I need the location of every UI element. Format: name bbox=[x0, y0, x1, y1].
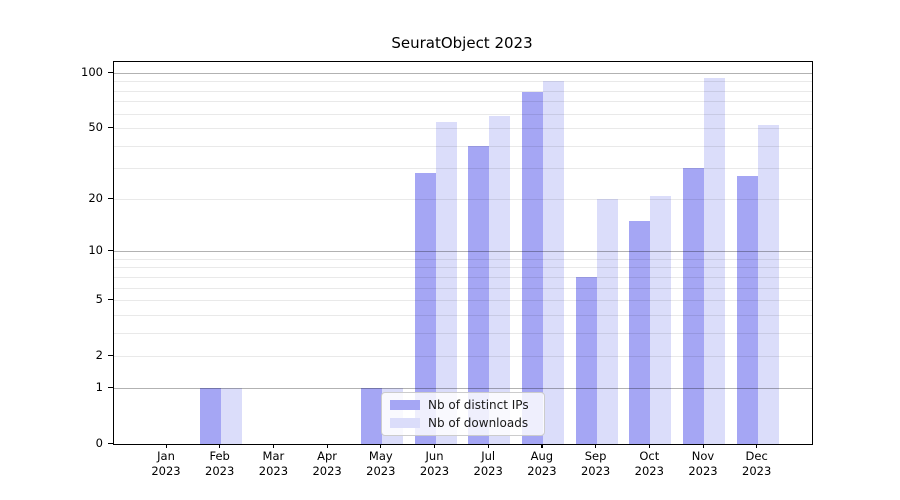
y-tick-label-100: 100 bbox=[81, 65, 103, 79]
gridline-y-4 bbox=[114, 314, 812, 316]
gridline-y-5 bbox=[114, 300, 812, 301]
x-tick-label-aug: Aug 2023 bbox=[527, 449, 557, 478]
gridline-y-8 bbox=[114, 267, 812, 269]
x-tick-label-may: May 2023 bbox=[366, 449, 396, 478]
x-tick-mark-jun bbox=[434, 444, 436, 448]
gridline-y-80 bbox=[114, 90, 812, 92]
y-tick-label-0: 0 bbox=[95, 436, 103, 450]
bar-downloads-nov bbox=[704, 77, 725, 444]
x-tick-mark-mar bbox=[272, 444, 275, 448]
x-tick-mark-feb bbox=[219, 444, 221, 448]
bar-distinct-ips-jul bbox=[468, 145, 490, 444]
x-tick-label-apr: Apr 2023 bbox=[312, 449, 342, 478]
y-tick-label-1: 1 bbox=[95, 380, 103, 395]
gridline-y-90 bbox=[114, 81, 812, 83]
bar-downloads-feb bbox=[220, 388, 242, 444]
bar-distinct-ips-dec bbox=[736, 176, 758, 444]
legend-swatch-downloads bbox=[390, 418, 420, 428]
y-tick-label-5: 5 bbox=[95, 292, 103, 306]
y-tick-mark-0 bbox=[108, 443, 113, 445]
bar-distinct-ips-nov bbox=[683, 167, 704, 444]
x-tick-mark-oct bbox=[648, 444, 650, 448]
legend: Nb of distinct IPs Nb of downloads bbox=[381, 392, 545, 436]
legend-label-distinct-ips: Nb of distinct IPs bbox=[428, 398, 529, 412]
bar-distinct-ips-sep bbox=[575, 276, 597, 444]
x-tick-mark-dec bbox=[756, 444, 758, 448]
x-tick-mark-aug bbox=[541, 444, 543, 448]
bar-distinct-ips-oct bbox=[629, 221, 651, 444]
x-tick-label-sep: Sep 2023 bbox=[580, 449, 611, 478]
gridline-y-10 bbox=[114, 251, 812, 253]
y-tick-mark-2 bbox=[108, 354, 113, 356]
bar-downloads-dec bbox=[757, 124, 779, 444]
x-tick-mark-sep bbox=[595, 444, 597, 448]
gridline-y-40 bbox=[114, 145, 812, 147]
bar-distinct-ips-aug bbox=[521, 91, 543, 444]
y-tick-mark-10 bbox=[108, 250, 113, 252]
gridline-y-20 bbox=[114, 199, 812, 201]
y-tick-label-50: 50 bbox=[88, 119, 103, 134]
gridline-y-3 bbox=[114, 332, 812, 334]
y-tick-mark-50 bbox=[108, 126, 113, 129]
x-tick-label-nov: Nov 2023 bbox=[688, 449, 718, 478]
y-tick-mark-20 bbox=[108, 198, 113, 200]
x-tick-label-jan: Jan 2023 bbox=[151, 449, 181, 478]
gridline-y-7 bbox=[114, 276, 812, 278]
y-tick-label-10: 10 bbox=[88, 243, 103, 258]
plot-area: Nb of distinct IPs Nb of downloads bbox=[113, 61, 813, 445]
x-tick-mark-jul bbox=[487, 444, 489, 448]
bar-distinct-ips-may bbox=[360, 388, 382, 444]
y-tick-mark-5 bbox=[108, 299, 113, 301]
gridline-y-1 bbox=[114, 388, 812, 390]
x-tick-label-jun: Jun 2023 bbox=[419, 449, 450, 478]
x-tick-label-mar: Mar 2023 bbox=[258, 449, 289, 478]
x-tick-label-oct: Oct 2023 bbox=[634, 449, 664, 478]
y-tick-mark-100 bbox=[108, 72, 113, 74]
x-tick-label-jul: Jul 2023 bbox=[473, 449, 503, 478]
chart-title: SeuratObject 2023 bbox=[391, 34, 533, 52]
x-tick-mark-apr bbox=[326, 444, 328, 448]
bar-distinct-ips-feb bbox=[199, 388, 221, 444]
bar-downloads-aug bbox=[542, 81, 564, 444]
bar-downloads-sep bbox=[596, 199, 618, 444]
bar-downloads-jul bbox=[489, 116, 511, 444]
y-tick-label-20: 20 bbox=[88, 191, 103, 206]
bar-distinct-ips-jun bbox=[414, 173, 436, 444]
x-tick-mark-jan bbox=[165, 444, 167, 448]
legend-swatch-distinct-ips bbox=[390, 400, 420, 410]
gridline-y-100 bbox=[114, 73, 812, 74]
gridline-y-6 bbox=[114, 287, 812, 289]
gridline-y-50 bbox=[114, 127, 812, 129]
legend-item-downloads: Nb of downloads bbox=[382, 416, 544, 430]
bar-downloads-jun bbox=[435, 121, 457, 444]
legend-item-distinct-ips: Nb of distinct IPs bbox=[382, 398, 544, 412]
y-tick-label-2: 2 bbox=[95, 347, 103, 362]
bar-downloads-oct bbox=[650, 195, 672, 444]
gridline-y-70 bbox=[114, 101, 812, 103]
legend-label-downloads: Nb of downloads bbox=[428, 416, 529, 430]
gridline-y-60 bbox=[114, 113, 812, 115]
x-tick-mark-nov bbox=[702, 444, 704, 448]
gridline-y-9 bbox=[114, 258, 812, 260]
gridline-y-2 bbox=[114, 355, 812, 357]
x-tick-label-dec: Dec 2023 bbox=[742, 449, 772, 478]
gridline-y-30 bbox=[114, 167, 812, 169]
x-tick-label-feb: Feb 2023 bbox=[205, 449, 235, 478]
y-tick-mark-1 bbox=[108, 387, 113, 389]
x-tick-mark-may bbox=[380, 444, 382, 448]
